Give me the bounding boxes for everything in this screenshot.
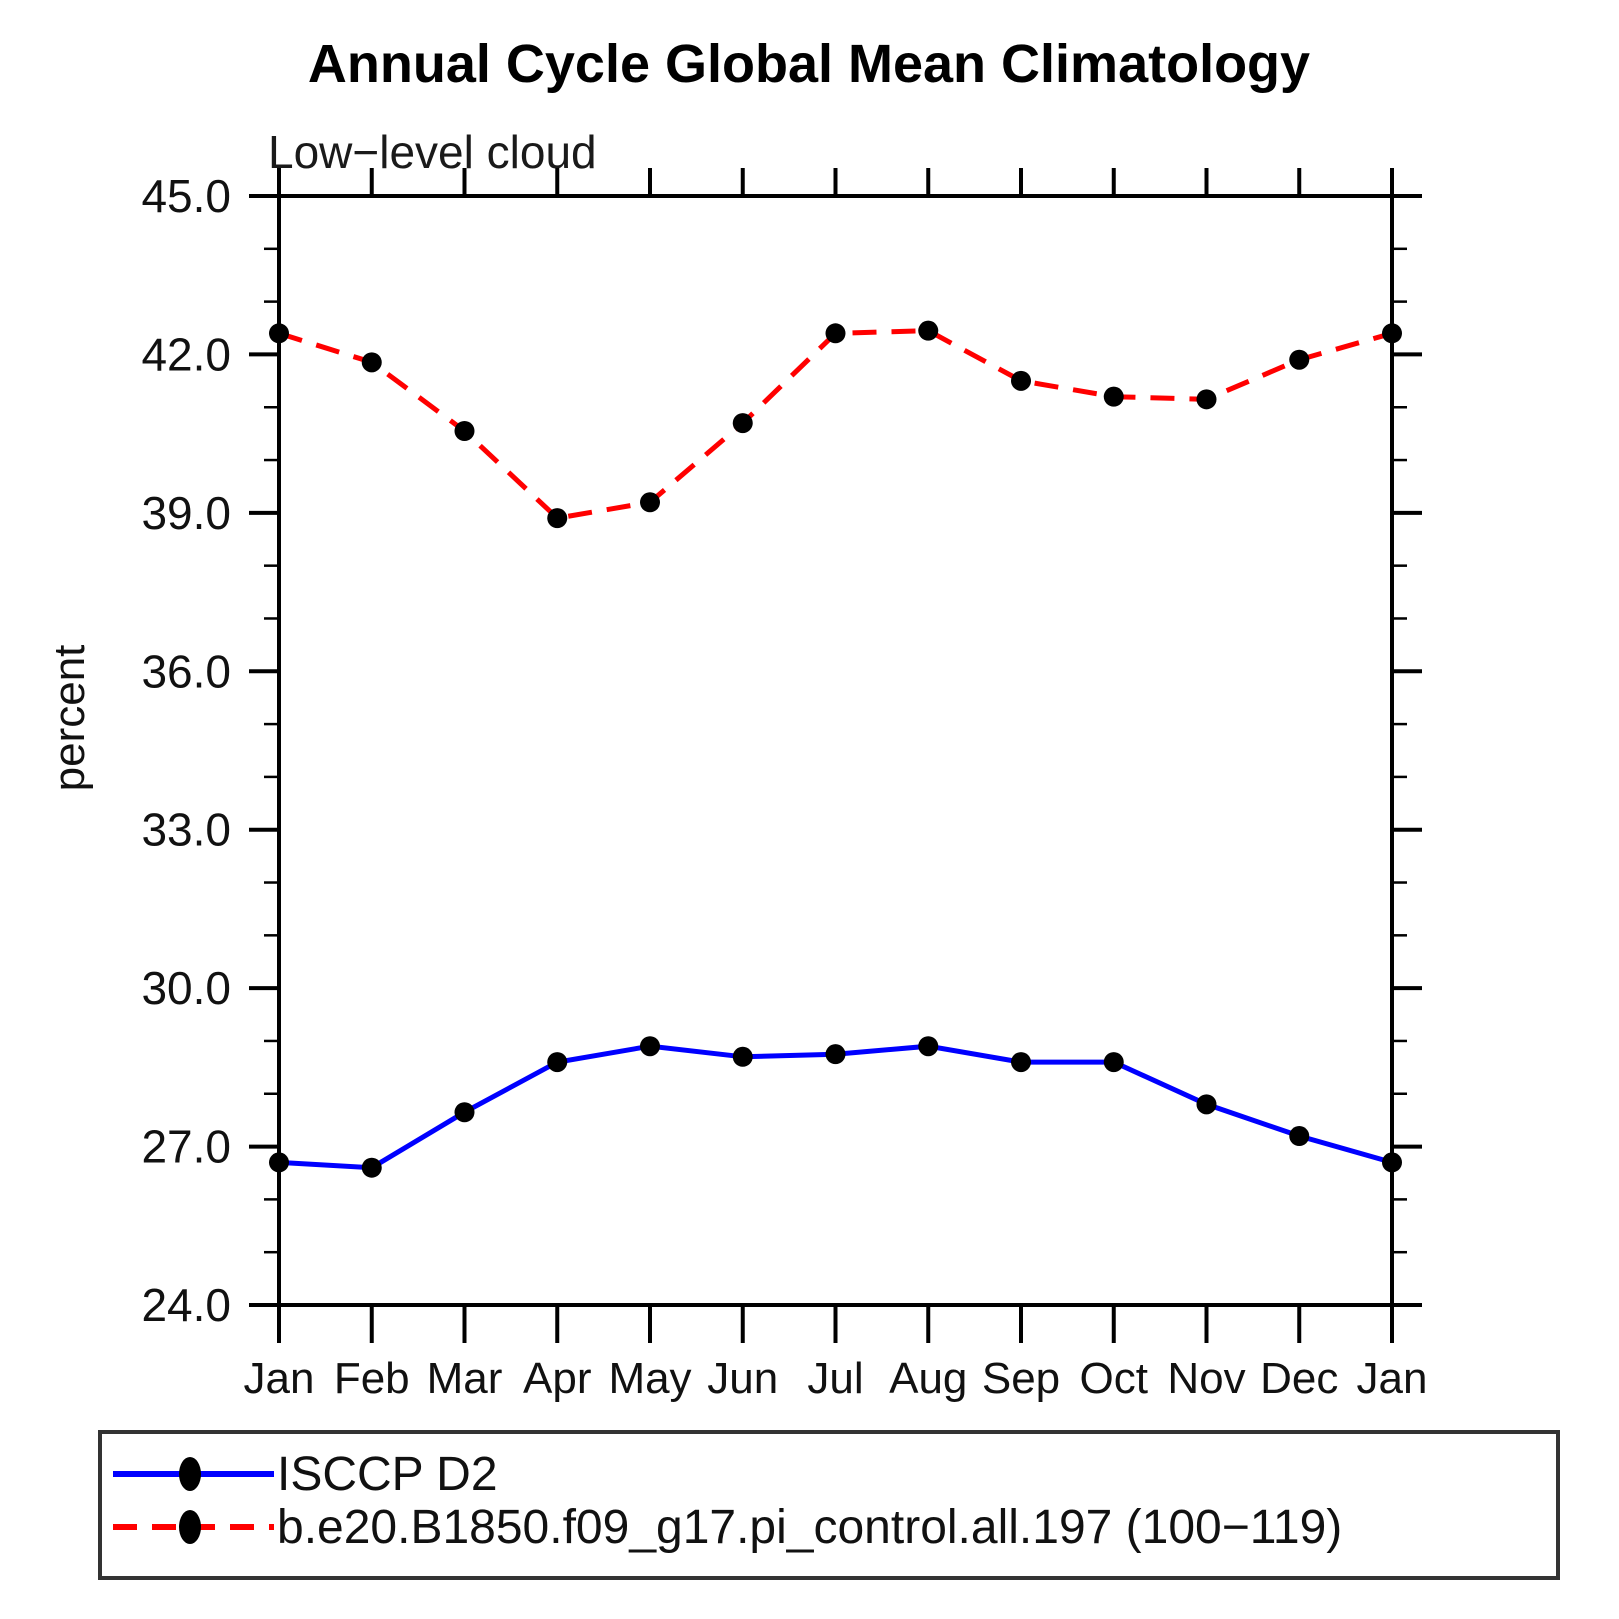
x-tick-label: Sep — [982, 1354, 1060, 1403]
data-point-marker — [269, 323, 289, 344]
data-point-marker — [1196, 389, 1217, 410]
legend-box — [98, 1430, 1560, 1580]
data-point-marker — [1382, 1152, 1402, 1173]
data-point-marker — [1011, 370, 1031, 391]
y-tick-label: 45.0 — [141, 170, 231, 222]
x-tick-label: Jul — [807, 1354, 863, 1403]
data-point-marker — [825, 1044, 846, 1065]
y-tick-label: 42.0 — [141, 328, 231, 380]
y-axis-title: percent — [45, 645, 94, 792]
y-tick-label: 36.0 — [141, 645, 231, 697]
legend-label-obs: ISCCP D2 — [277, 1448, 498, 1501]
data-point-marker — [1289, 349, 1310, 370]
x-tick-label: Feb — [334, 1354, 410, 1403]
legend-marker-obs — [179, 1457, 201, 1491]
series-layer — [269, 320, 1402, 1178]
data-point-marker — [269, 1152, 289, 1173]
x-tick-label: Mar — [427, 1354, 503, 1403]
data-point-marker — [1196, 1094, 1217, 1115]
data-point-marker — [1382, 323, 1402, 344]
y-tick-label: 30.0 — [141, 962, 231, 1014]
data-point-marker — [547, 1052, 568, 1073]
data-point-marker — [640, 1036, 660, 1057]
series-line-1 — [278, 328, 1393, 521]
axes-layer: 24.0 27.0 30.0 33.0 36.0 39.0 42.0 45.0 Jan Feb Ma… — [141, 168, 1427, 1403]
data-point-marker — [918, 1036, 939, 1057]
data-point-marker — [640, 492, 660, 513]
data-point-marker — [732, 1046, 753, 1067]
x-tick-label: Nov — [1167, 1354, 1245, 1403]
legend-marker-model — [179, 1510, 201, 1544]
legend-item: ISCCP D2 — [113, 1448, 498, 1501]
series-line-0 — [278, 1043, 1393, 1171]
chart-title: Annual Cycle Global Mean Climatology — [308, 34, 1310, 94]
data-point-marker — [547, 508, 568, 529]
y-tick-label: 33.0 — [141, 804, 231, 856]
data-point-marker — [732, 413, 753, 434]
x-tick-label: Dec — [1260, 1354, 1338, 1403]
x-tick-label: Jun — [707, 1354, 778, 1403]
x-tick-label: Jan — [1357, 1354, 1428, 1403]
data-point-marker — [1289, 1126, 1310, 1147]
data-point-marker — [361, 1157, 382, 1178]
data-point-marker — [1103, 1052, 1124, 1073]
legend-label-model: b.e20.B1850.f09_g17.pi_control.all.197 (… — [277, 1501, 1342, 1554]
data-point-marker — [454, 1102, 475, 1123]
chart-subtitle: Low−level cloud — [268, 126, 597, 178]
y-tick-label: 39.0 — [141, 487, 231, 539]
y-tick-label: 27.0 — [141, 1121, 231, 1173]
x-tick-label: Aug — [889, 1354, 967, 1403]
x-tick-label: Jan — [244, 1354, 315, 1403]
x-tick-label: Oct — [1080, 1354, 1148, 1403]
x-tick-label: May — [608, 1354, 691, 1403]
data-point-marker — [1011, 1052, 1031, 1073]
data-point-marker — [825, 323, 846, 344]
legend: ISCCP D2 b.e20.B1850.f09_g17.pi_control.… — [98, 1430, 1560, 1580]
y-tick-label: 24.0 — [141, 1279, 231, 1331]
data-point-marker — [918, 320, 939, 341]
legend-item: b.e20.B1850.f09_g17.pi_control.all.197 (… — [113, 1501, 1342, 1554]
data-point-marker — [454, 421, 475, 442]
data-point-marker — [1103, 386, 1124, 407]
data-point-marker — [361, 352, 382, 373]
plot-frame — [277, 194, 1394, 1307]
x-tick-label: Apr — [523, 1354, 591, 1403]
